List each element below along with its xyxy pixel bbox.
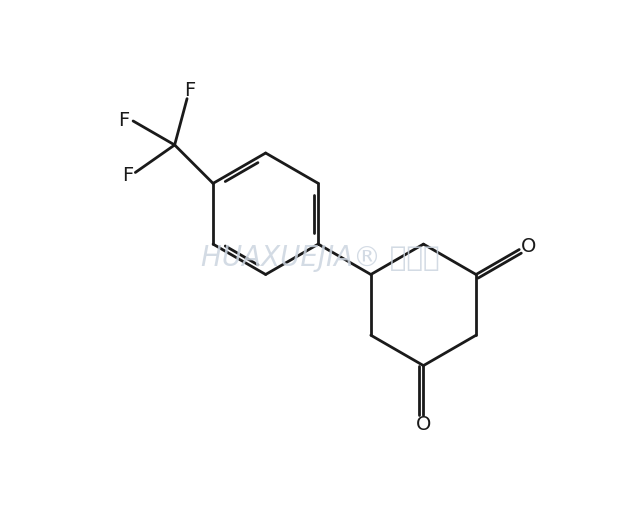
Text: F: F [118,112,129,130]
Text: F: F [184,82,196,100]
Text: F: F [122,166,133,185]
Text: HUAXUEJIA® 化学加: HUAXUEJIA® 化学加 [201,245,439,272]
Text: O: O [416,415,431,434]
Text: O: O [520,237,536,256]
